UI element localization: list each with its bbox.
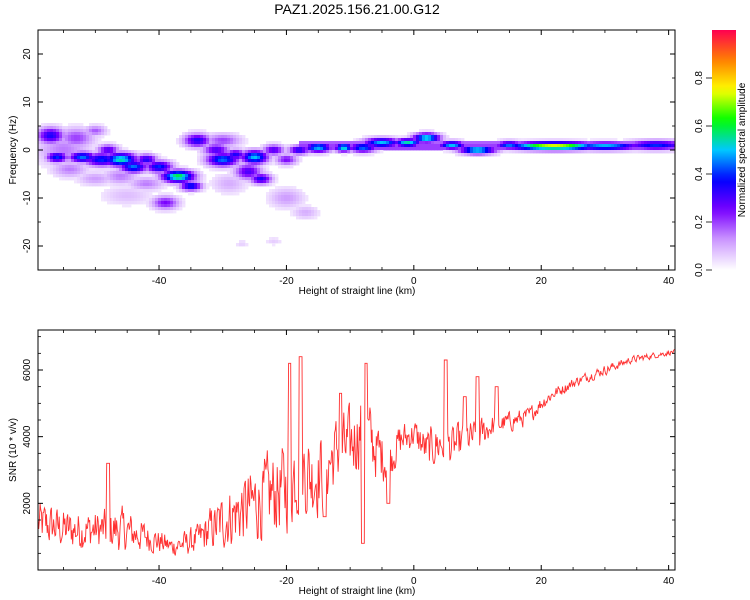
- x-tick-label: -20: [279, 576, 294, 587]
- snr-frame: [37, 329, 676, 571]
- y-tick-label: 4000: [22, 425, 33, 448]
- x-tick-label: 0: [411, 576, 417, 587]
- x-tick-label: 20: [536, 576, 548, 587]
- spectrogram-x-axis-label: Height of straight line (km): [299, 286, 416, 297]
- snr-panel: -40 -20 0 20 40 2000 4000 6000 Height of straig…: [8, 329, 676, 597]
- y-tick-label: -20: [22, 238, 33, 253]
- colorbar-tick-label: 0.2: [694, 215, 705, 229]
- x-tick-label: -40: [152, 576, 167, 587]
- colorbar-label: Normalized spectral amplitude: [737, 82, 748, 217]
- y-tick-label: 2000: [22, 492, 33, 515]
- y-tick-label: 20: [22, 48, 33, 60]
- spectrogram-ticks: -40 -20 0 20 40 -20 -10 0 10 20: [22, 29, 675, 287]
- x-tick-label: -40: [152, 276, 167, 287]
- x-tick-label: -20: [279, 276, 294, 287]
- colorbar-tick-label: 0.4: [694, 167, 705, 181]
- colorbar-tick-label: 0.0: [694, 263, 705, 277]
- colorbar-tick-label: 0.8: [694, 71, 705, 85]
- spectrogram-panel: -40 -20 0 20 40 -20 -10 0 10 20 Height of straigh…: [8, 29, 676, 297]
- spectrogram-heatmap: [38, 123, 675, 247]
- snr-series-line: [38, 348, 675, 556]
- y-tick-label: -10: [22, 190, 33, 205]
- colorbar-ticks: 0.0 0.2 0.4 0.6 0.8: [694, 71, 712, 277]
- x-tick-label: 0: [411, 276, 417, 287]
- y-tick-label: 0: [22, 147, 33, 153]
- snr-x-axis-label: Height of straight line (km): [299, 586, 416, 597]
- snr-y-axis-label: SNR (10 * v/v): [8, 418, 19, 482]
- x-tick-label: 20: [536, 276, 548, 287]
- snr-ticks: -40 -20 0 20 40 2000 4000 6000: [22, 330, 675, 587]
- y-tick-label: 10: [22, 96, 33, 108]
- colorbar: 0.0 0.2 0.4 0.6 0.8 Normalized spectral ampl…: [694, 30, 748, 277]
- x-tick-label: 40: [663, 576, 675, 587]
- x-tick-label: 40: [663, 276, 675, 287]
- spectrogram-y-axis-label: Frequency (Hz): [8, 116, 19, 185]
- y-tick-label: 6000: [22, 358, 33, 381]
- colorbar-gradient: [712, 30, 736, 270]
- chart-title: PAZ1.2025.156.21.00.G12: [274, 1, 440, 17]
- colorbar-tick-label: 0.6: [694, 119, 705, 133]
